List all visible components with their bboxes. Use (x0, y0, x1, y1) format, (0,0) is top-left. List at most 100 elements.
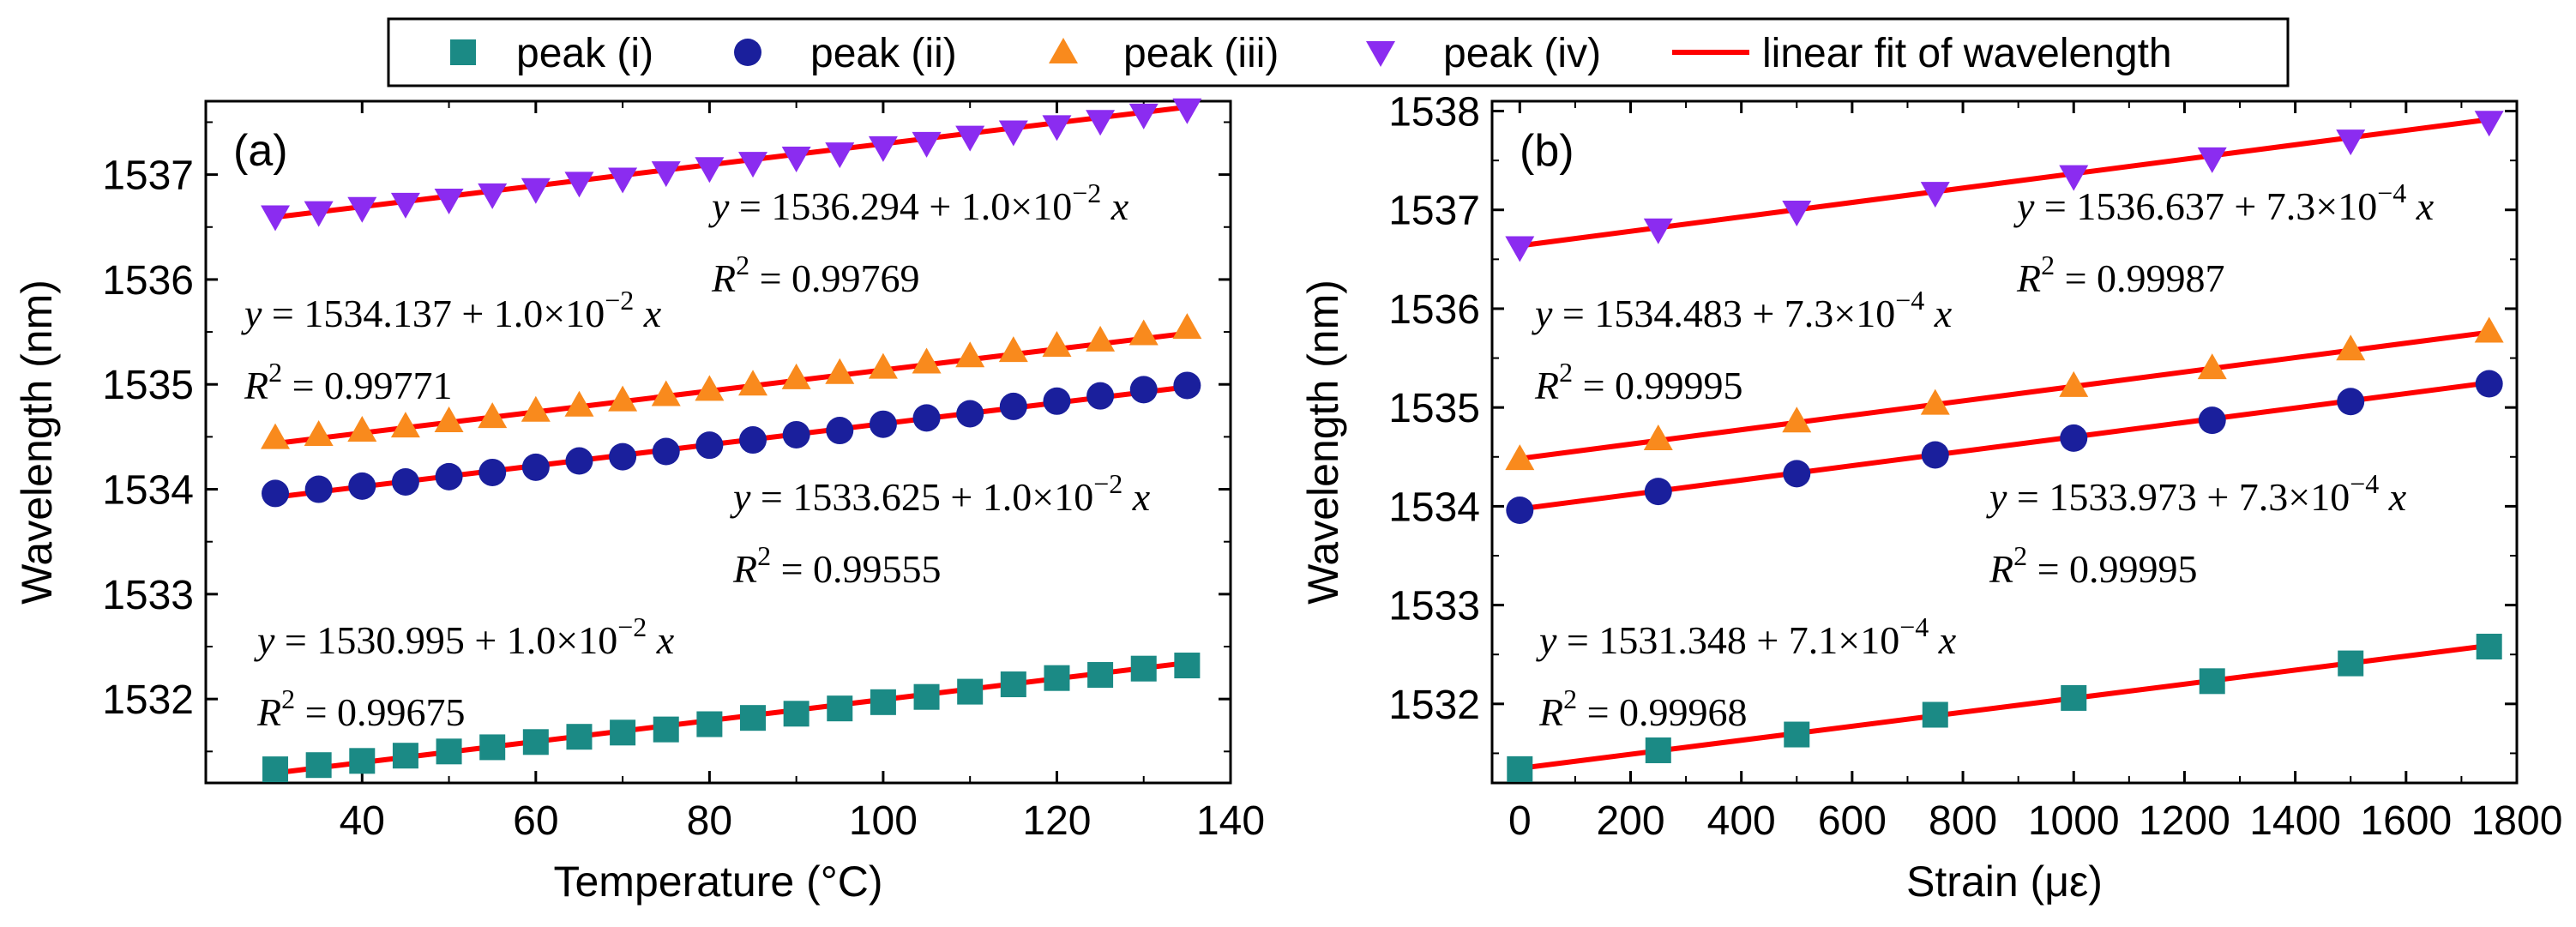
fit-equation: y = 1534.483 + 7.3×10−4 x (1532, 285, 1953, 335)
panel-label: (b) (1520, 126, 1574, 176)
y-tick-label: 1538 (1388, 90, 1480, 135)
point-peakii (262, 479, 290, 508)
point-peaki (566, 724, 593, 750)
point-peakiii (912, 347, 942, 374)
legend-marker-4 (1366, 41, 1395, 67)
point-peaki (1130, 655, 1157, 682)
point-peaki (1087, 662, 1114, 689)
point-peakiii (261, 423, 291, 449)
x-tick-label: 80 (687, 798, 732, 844)
point-peakiii (347, 416, 377, 442)
point-peaki (1044, 665, 1070, 691)
y-tick-label: 1534 (1388, 485, 1480, 530)
point-peakiv (955, 125, 985, 152)
fit-line-peaki (274, 659, 1188, 776)
point-peakiii (1086, 325, 1116, 352)
point-peakiv (825, 142, 855, 169)
x-axis-title: Temperature (°C) (554, 858, 883, 906)
point-peakiv (2474, 111, 2504, 137)
legend: peak (i) peak (ii) peak (iii) peak (iv) line… (387, 17, 2290, 87)
x-tick-label: 200 (1596, 798, 1664, 844)
point-peakii (826, 417, 854, 445)
point-peakiv (521, 178, 551, 204)
fit-equation: y = 1534.137 + 1.0×10−2 x (241, 285, 662, 335)
fit-line-peakii (1519, 380, 2490, 512)
fit-r-squared: R2 = 0.99555 (732, 540, 942, 591)
point-peakii (1644, 478, 1672, 506)
point-peaki (653, 716, 679, 743)
point-peaki (479, 734, 506, 761)
point-peakiii (695, 375, 725, 401)
fit-equation: y = 1533.973 + 7.3×10−4 x (1986, 468, 2407, 519)
x-tick-label: 800 (1929, 798, 1997, 844)
fit-r-squared: R2 = 0.99968 (1538, 683, 1748, 734)
point-peakiii (608, 385, 638, 412)
point-peakii (565, 447, 593, 475)
y-tick-label: 1535 (1388, 386, 1480, 431)
point-peakiv (608, 167, 638, 194)
point-peakiii (1172, 313, 1202, 340)
legend-label-2: peak (ii) (810, 31, 957, 76)
point-peakiii (434, 406, 464, 433)
point-peakii (1921, 441, 1949, 469)
y-tick-label: 1537 (102, 153, 194, 199)
fit-line-peakiv (1519, 117, 2490, 249)
y-tick-label: 1536 (1388, 287, 1480, 333)
point-peakiv (2059, 165, 2089, 191)
point-peakiv (1643, 218, 1673, 244)
legend-box (387, 17, 2290, 87)
point-peaki (870, 689, 896, 715)
point-peakiii (1643, 424, 1673, 451)
point-peakii (695, 431, 724, 460)
y-tick-label: 1536 (102, 258, 194, 304)
point-peakiv (564, 172, 594, 198)
point-peakiii (478, 402, 508, 429)
point-peakiii (781, 363, 811, 389)
point-peakii (1173, 371, 1201, 400)
fit-equation: y = 1536.294 + 1.0×10−2 x (708, 178, 1129, 228)
x-tick-label: 1800 (2471, 798, 2563, 844)
point-peaki (349, 748, 376, 774)
point-peakii (609, 442, 637, 471)
point-peakiii (998, 336, 1028, 363)
point-peakii (782, 420, 810, 448)
point-peakii (391, 467, 419, 496)
x-tick-label: 1200 (2139, 798, 2230, 844)
point-peakiii (1129, 319, 1159, 346)
y-tick-label: 1533 (102, 573, 194, 618)
point-peakiii (2474, 316, 2504, 343)
point-peaki (1922, 701, 1948, 728)
point-peakiv (1782, 201, 1812, 227)
x-tick-label: 60 (513, 798, 558, 844)
y-tick-label: 1532 (102, 677, 194, 723)
point-peakii (478, 458, 507, 486)
point-peakiii (955, 341, 985, 368)
point-peakii (1129, 376, 1158, 404)
point-peaki (305, 752, 332, 779)
point-peakiii (1920, 388, 1950, 415)
point-peakii (956, 400, 984, 428)
fit-equation: y = 1530.995 + 1.0×10−2 x (254, 611, 675, 662)
point-peaki (1507, 755, 1533, 782)
point-peakiv (2197, 147, 2227, 173)
y-tick-label: 1535 (102, 363, 194, 408)
point-peakiv (651, 161, 681, 188)
point-peakiii (2197, 353, 2227, 380)
x-tick-label: 40 (340, 798, 385, 844)
fit-r-squared: R2 = 0.99769 (711, 250, 920, 300)
point-peaki (1645, 737, 1671, 763)
point-peakiv (1920, 182, 1950, 208)
legend-label-4: peak (iv) (1443, 31, 1601, 76)
point-peakiii (1782, 406, 1812, 433)
x-tick-label: 600 (1818, 798, 1887, 844)
y-axis-title: Wavelength (nm) (13, 280, 61, 605)
point-peakii (1506, 497, 1534, 524)
point-peakiii (304, 419, 334, 446)
point-peakii (1043, 387, 1071, 415)
fit-line-peaki (1519, 642, 2490, 771)
x-axis-title: Strain (με) (1906, 858, 2103, 906)
fit-r-squared: R2 = 0.99995 (1989, 540, 2198, 591)
y-tick-label: 1532 (1388, 683, 1480, 728)
